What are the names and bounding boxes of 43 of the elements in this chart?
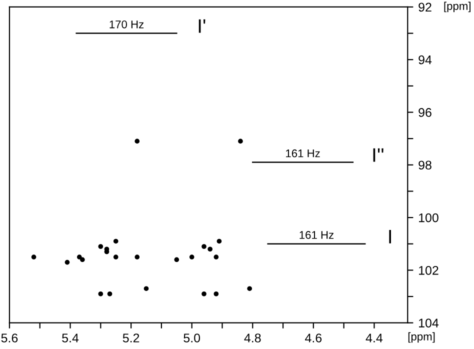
- point: [107, 291, 112, 296]
- point: [113, 254, 118, 260]
- annotation: 161 Hz: [286, 149, 320, 158]
- x-tick-label: 4.8: [244, 334, 261, 342]
- annotation: I: [389, 230, 391, 244]
- annotation: 170 Hz: [110, 20, 144, 28]
- point: [113, 238, 118, 244]
- annotation: I': [198, 19, 206, 33]
- point: [134, 138, 140, 144]
- y-tick-label: 102: [419, 266, 438, 275]
- annotation: I'': [373, 148, 384, 162]
- point: [214, 291, 219, 296]
- y-tick-label: 100: [419, 213, 438, 222]
- point: [238, 138, 243, 144]
- y-tick-label: 92: [418, 2, 432, 12]
- x-tick-label: 4.4: [366, 334, 383, 342]
- annotation: 161 Hz: [300, 231, 334, 239]
- y-axis-title: [ppm]: [444, 2, 470, 12]
- x-tick-label: 4.6: [305, 334, 322, 342]
- y-tick-label: 94: [418, 55, 432, 64]
- point: [214, 254, 219, 260]
- point: [144, 286, 149, 292]
- x-tick-label: 5.0: [184, 334, 200, 342]
- point: [189, 254, 194, 260]
- point: [98, 291, 104, 296]
- x-axis-title: [ppm]: [408, 332, 435, 343]
- x-tick-label: 5.4: [62, 334, 79, 342]
- x-tick-label: 5.2: [122, 334, 140, 342]
- point: [216, 238, 222, 244]
- x-tick-label: 5.6: [1, 334, 18, 342]
- point: [76, 254, 82, 260]
- point: [208, 246, 212, 252]
- point: [247, 286, 252, 292]
- point: [174, 257, 180, 262]
- point: [98, 244, 104, 249]
- y-tick-label: 96: [418, 108, 432, 117]
- point: [31, 254, 36, 260]
- y-tick-label: 98: [418, 160, 432, 170]
- point: [202, 244, 206, 249]
- point: [64, 260, 70, 265]
- point: [202, 291, 206, 296]
- point: [134, 254, 140, 260]
- y-tick-label: 104: [419, 318, 439, 328]
